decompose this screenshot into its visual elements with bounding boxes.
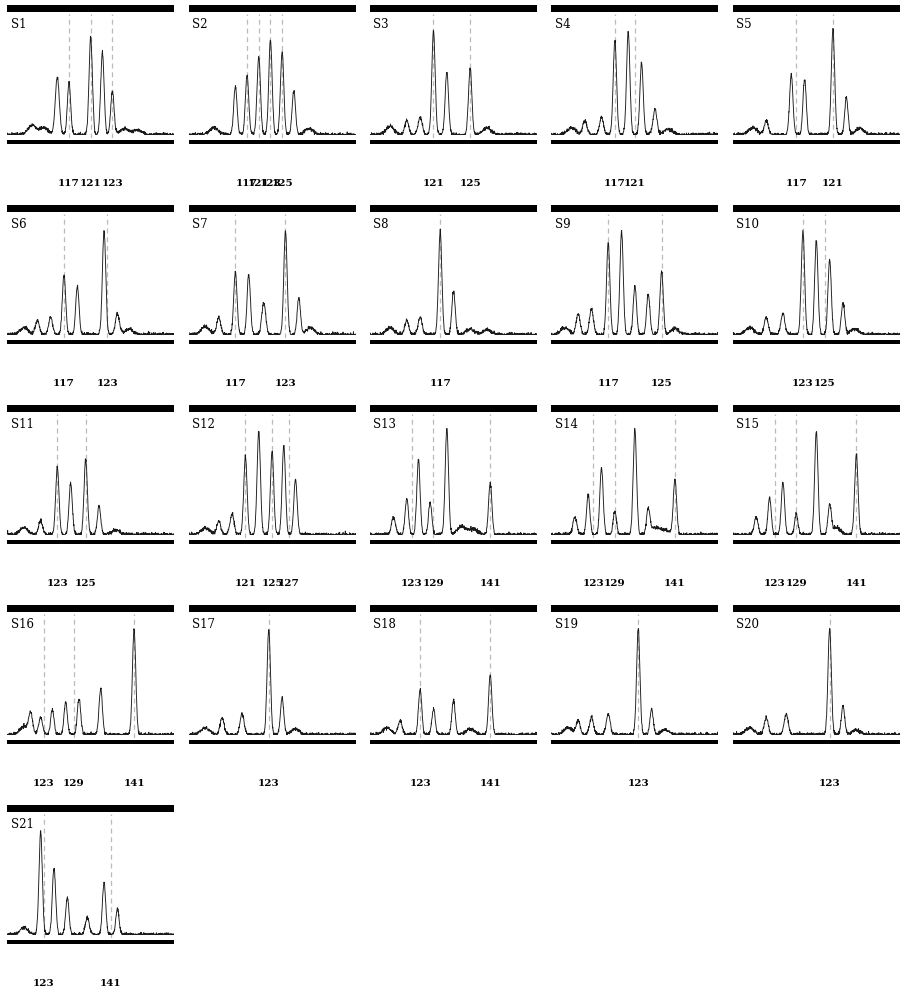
Text: S8: S8 [374, 218, 389, 231]
Text: S7: S7 [192, 218, 208, 231]
Text: 123: 123 [792, 379, 814, 388]
Text: 123: 123 [275, 379, 297, 388]
Text: 123: 123 [259, 179, 281, 188]
Text: S2: S2 [192, 18, 208, 31]
Text: 125: 125 [651, 379, 672, 388]
Text: 141: 141 [664, 579, 686, 588]
Text: 121: 121 [248, 179, 269, 188]
Text: 123: 123 [96, 379, 118, 388]
Text: S18: S18 [374, 618, 396, 631]
Text: 117: 117 [598, 379, 619, 388]
Text: S17: S17 [192, 618, 215, 631]
Text: S5: S5 [736, 18, 752, 31]
Text: 117: 117 [429, 379, 451, 388]
Text: 141: 141 [123, 779, 145, 788]
Text: 141: 141 [480, 579, 501, 588]
Text: 123: 123 [401, 579, 423, 588]
Text: 117: 117 [785, 179, 807, 188]
Text: 117: 117 [58, 179, 80, 188]
Text: 129: 129 [604, 579, 626, 588]
Text: S19: S19 [555, 618, 578, 631]
Text: 125: 125 [459, 179, 481, 188]
Text: 121: 121 [624, 179, 646, 188]
Text: S11: S11 [11, 418, 34, 431]
Text: 125: 125 [814, 379, 835, 388]
Text: 121: 121 [423, 179, 444, 188]
Text: 141: 141 [845, 579, 867, 588]
Text: S3: S3 [374, 18, 389, 31]
Text: 129: 129 [63, 779, 85, 788]
Text: 123: 123 [628, 779, 649, 788]
Text: 125: 125 [271, 179, 293, 188]
Text: S14: S14 [555, 418, 578, 431]
Text: 117: 117 [225, 379, 247, 388]
Text: S16: S16 [11, 618, 34, 631]
Text: 127: 127 [278, 579, 299, 588]
Text: 125: 125 [75, 579, 96, 588]
Text: S13: S13 [374, 418, 396, 431]
Text: 123: 123 [34, 979, 54, 988]
Text: 123: 123 [582, 579, 604, 588]
Text: 125: 125 [261, 579, 283, 588]
Text: 123: 123 [46, 579, 68, 588]
Text: 117: 117 [236, 179, 258, 188]
Text: 123: 123 [819, 779, 841, 788]
Text: 121: 121 [80, 179, 102, 188]
Text: S10: S10 [736, 218, 759, 231]
Text: S9: S9 [555, 218, 571, 231]
Text: 117: 117 [54, 379, 75, 388]
Text: S12: S12 [192, 418, 215, 431]
Text: 141: 141 [100, 979, 122, 988]
Text: 129: 129 [785, 579, 807, 588]
Text: 123: 123 [34, 779, 54, 788]
Text: 123: 123 [409, 779, 431, 788]
Text: 123: 123 [764, 579, 785, 588]
Text: 123: 123 [102, 179, 123, 188]
Text: S20: S20 [736, 618, 759, 631]
Text: S1: S1 [11, 18, 26, 31]
Text: S6: S6 [11, 218, 26, 231]
Text: S15: S15 [736, 418, 759, 431]
Text: 141: 141 [480, 779, 501, 788]
Text: S4: S4 [555, 18, 571, 31]
Text: 123: 123 [258, 779, 279, 788]
Text: 121: 121 [235, 579, 257, 588]
Text: 117: 117 [604, 179, 626, 188]
Text: 129: 129 [423, 579, 444, 588]
Text: 121: 121 [822, 179, 844, 188]
Text: S21: S21 [11, 818, 34, 831]
